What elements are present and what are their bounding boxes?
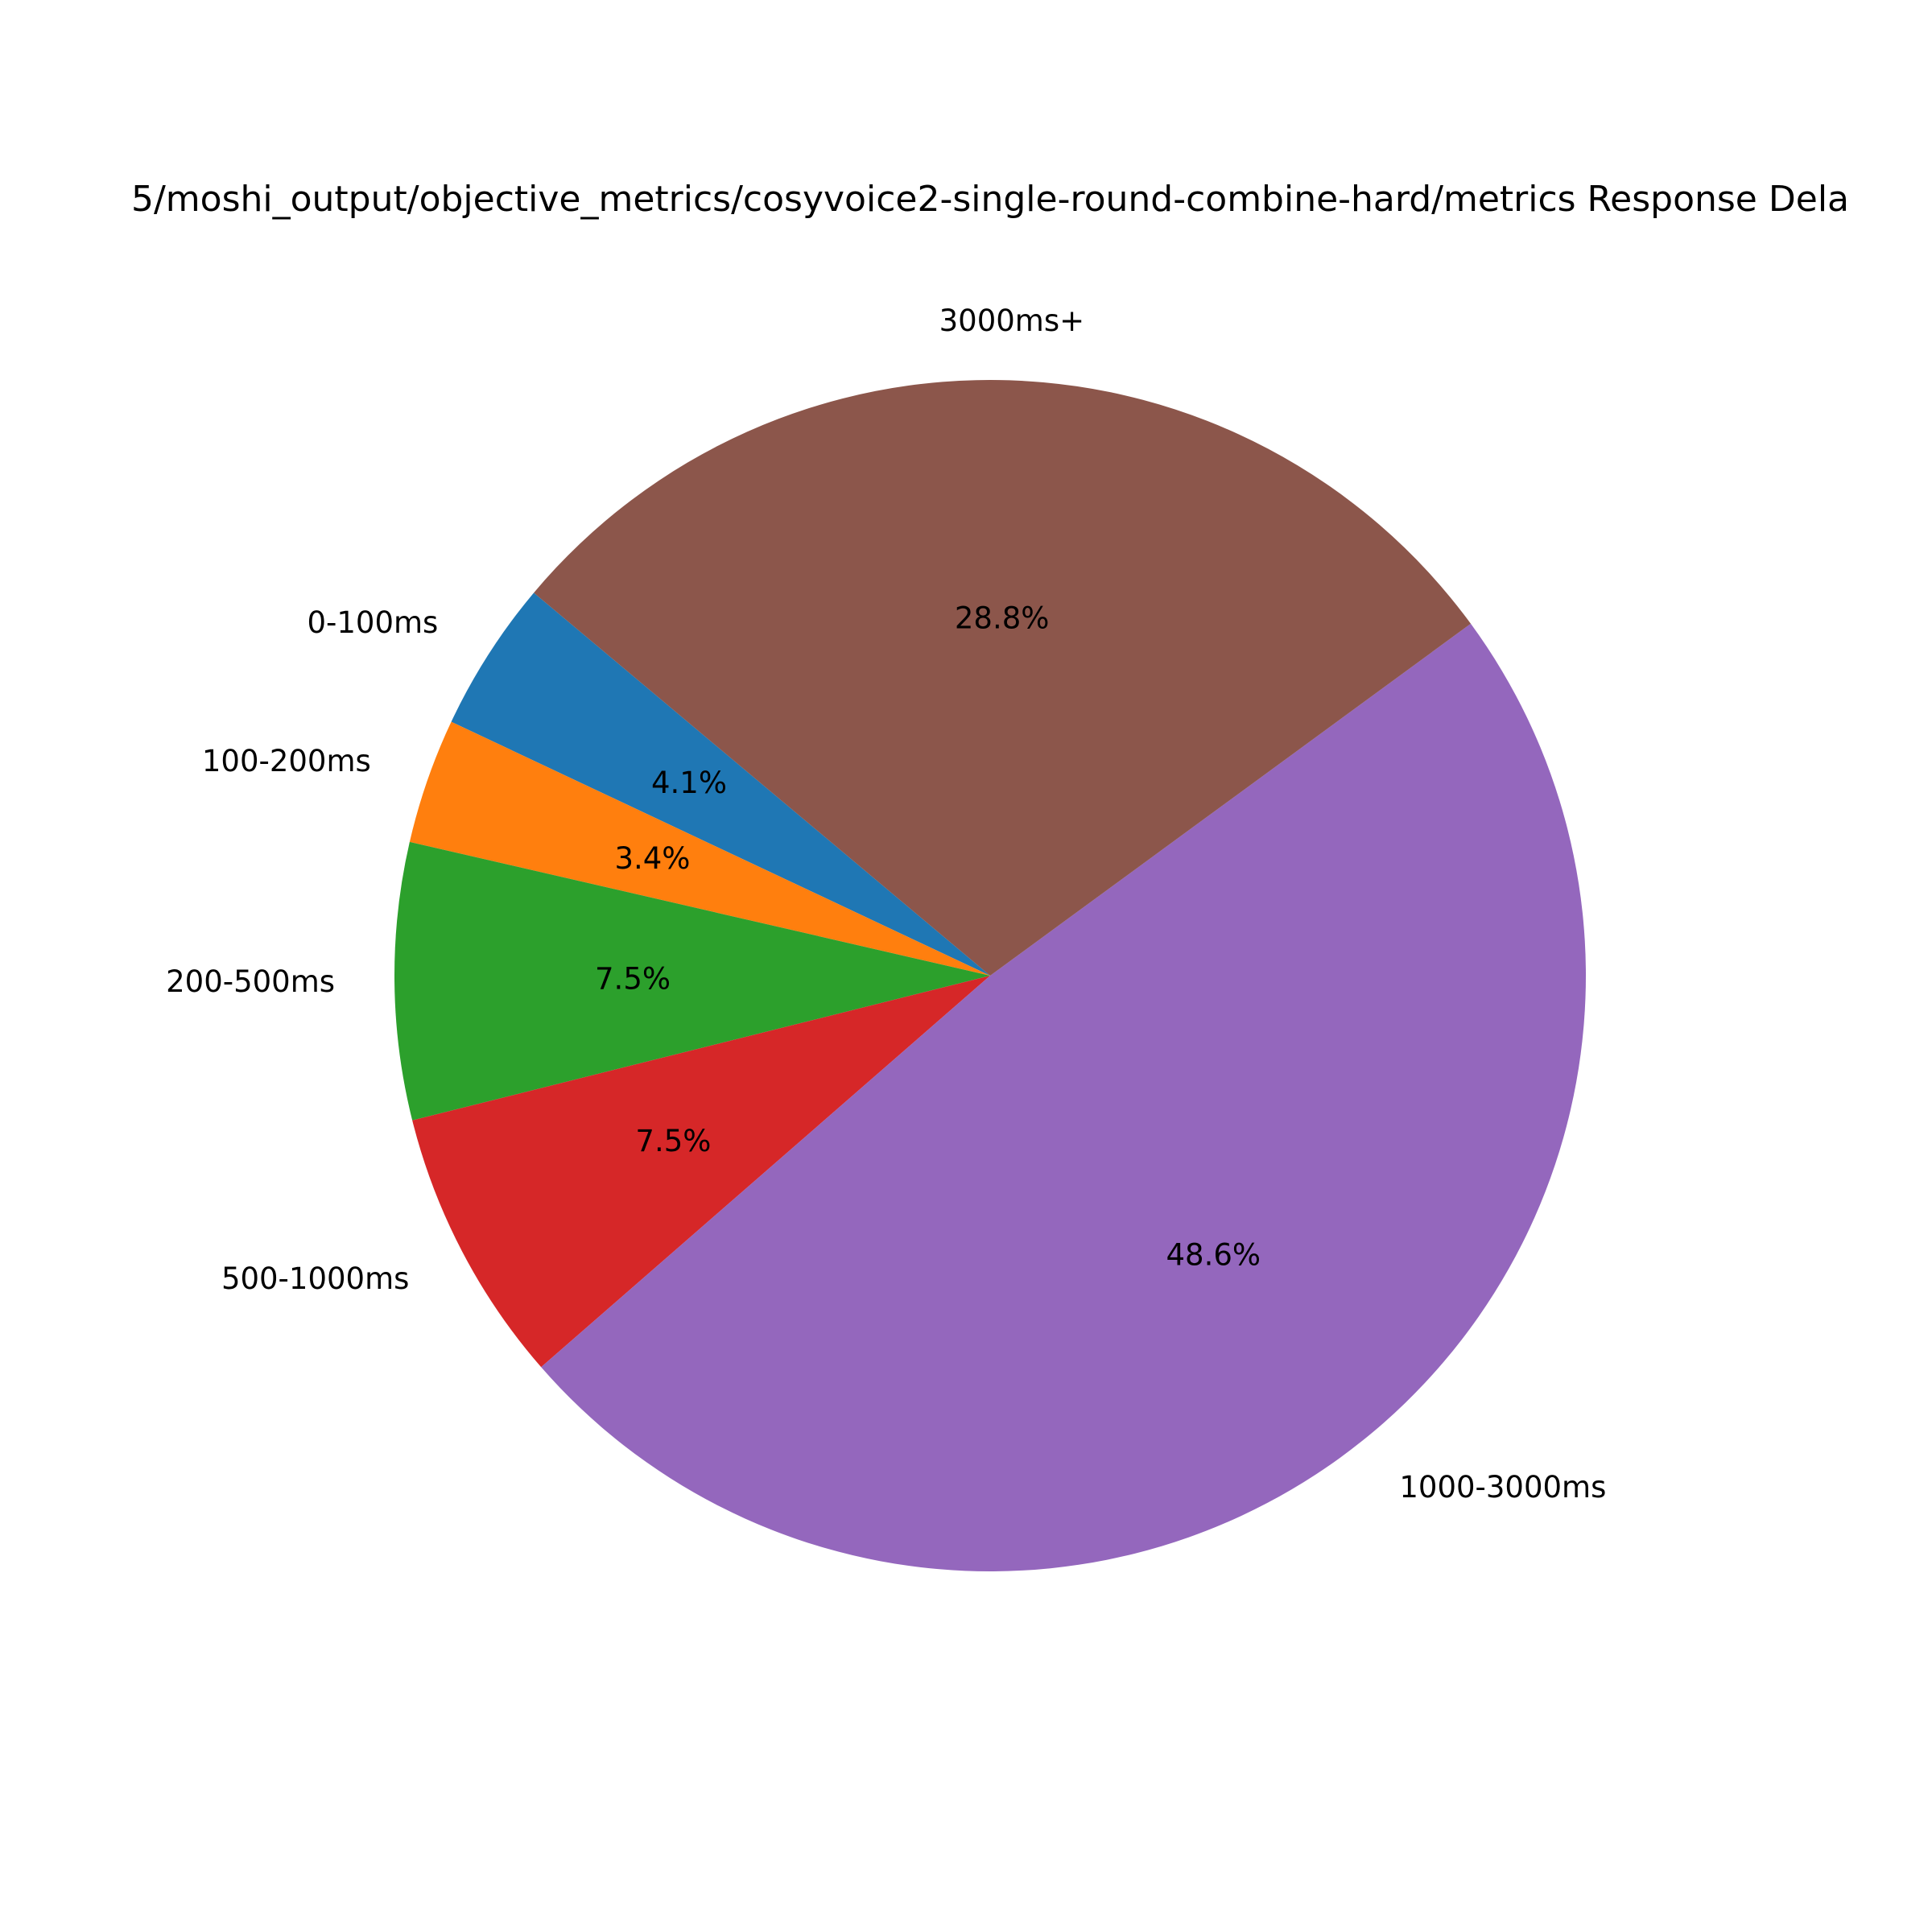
- slice-label-500-1000ms: 500-1000ms: [221, 1261, 409, 1296]
- pie-slices: [394, 379, 1586, 1571]
- slice-pct-3000ms-plus: 28.8%: [955, 601, 1050, 636]
- slice-pct-200-500ms: 7.5%: [595, 962, 671, 997]
- pie-slice-500-1000ms: [412, 976, 990, 1368]
- chart-title: 5/moshi_output/objective_metrics/cosyvoi…: [131, 179, 1849, 220]
- slice-label-200-500ms: 200-500ms: [166, 964, 335, 999]
- slice-label-3000ms-plus: 3000ms+: [939, 303, 1084, 338]
- slice-pct-0-100ms: 4.1%: [651, 766, 727, 800]
- slice-pct-500-1000ms: 7.5%: [635, 1124, 711, 1158]
- slice-label-1000-3000ms: 1000-3000ms: [1399, 1470, 1606, 1505]
- pie-slice-0-100ms: [451, 592, 990, 976]
- slice-pct-1000-3000ms: 48.6%: [1166, 1237, 1261, 1272]
- pie-labels: 0-100ms 4.1% 100-200ms 3.4% 200-500ms 7.5% 500…: [166, 303, 1606, 1505]
- slice-pct-100-200ms: 3.4%: [614, 841, 690, 876]
- slice-label-0-100ms: 0-100ms: [307, 605, 438, 640]
- pie-slice-200-500ms: [394, 841, 990, 1121]
- slice-label-100-200ms: 100-200ms: [202, 744, 371, 778]
- pie-slice-1000-3000ms: [541, 623, 1586, 1571]
- pie-slice-3000ms-plus: [534, 379, 1472, 976]
- pie-slice-100-200ms: [409, 721, 990, 976]
